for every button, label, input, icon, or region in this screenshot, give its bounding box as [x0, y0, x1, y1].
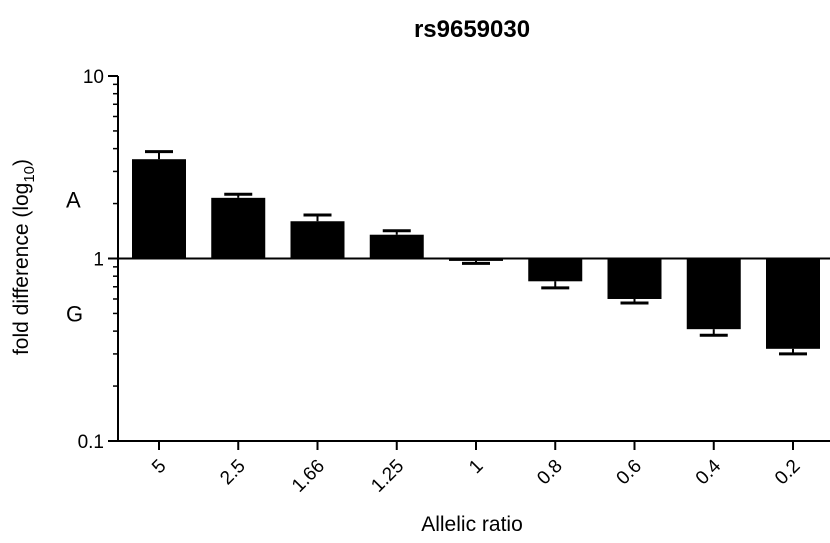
bars [132, 150, 820, 356]
y-axis: 0.1 1 10 [78, 67, 119, 453]
bar [211, 197, 266, 259]
bar [449, 258, 503, 261]
x-tick-label: 0.2 [771, 456, 805, 490]
bar [528, 258, 583, 282]
x-tick-label: 1 [465, 456, 487, 478]
y-axis-title-suffix: ) [10, 159, 33, 166]
bar [290, 221, 345, 259]
bar [132, 159, 186, 259]
y-axis-title-prefix: fold difference (log [10, 183, 33, 355]
chart-title: rs9659030 [414, 16, 530, 43]
region-label: G [66, 301, 83, 326]
x-tick-label: 0.6 [613, 456, 647, 490]
x-tick-label: 2.5 [216, 456, 250, 490]
region-label: A [66, 188, 81, 213]
bar [607, 258, 662, 299]
y-axis-title: fold difference (log10) [10, 159, 38, 355]
y-tick-label: 1 [93, 250, 104, 271]
bar [369, 234, 424, 259]
x-axis-title: Allelic ratio [421, 513, 523, 536]
svg-text:fold difference (log10): fold difference (log10) [10, 159, 38, 355]
y-tick-label: 10 [83, 67, 104, 88]
x-tick-label: 5 [148, 456, 170, 478]
x-tick-label: 0.8 [533, 456, 567, 490]
x-tick-label: 1.25 [367, 456, 408, 497]
bar [686, 258, 741, 330]
x-tick-label: 0.4 [692, 455, 726, 489]
bar [766, 258, 820, 349]
y-tick-label: 0.1 [78, 432, 104, 453]
region-labels: AG [66, 188, 83, 327]
y-axis-title-subscript: 10 [21, 166, 38, 183]
x-tick-label: 1.66 [288, 456, 329, 497]
